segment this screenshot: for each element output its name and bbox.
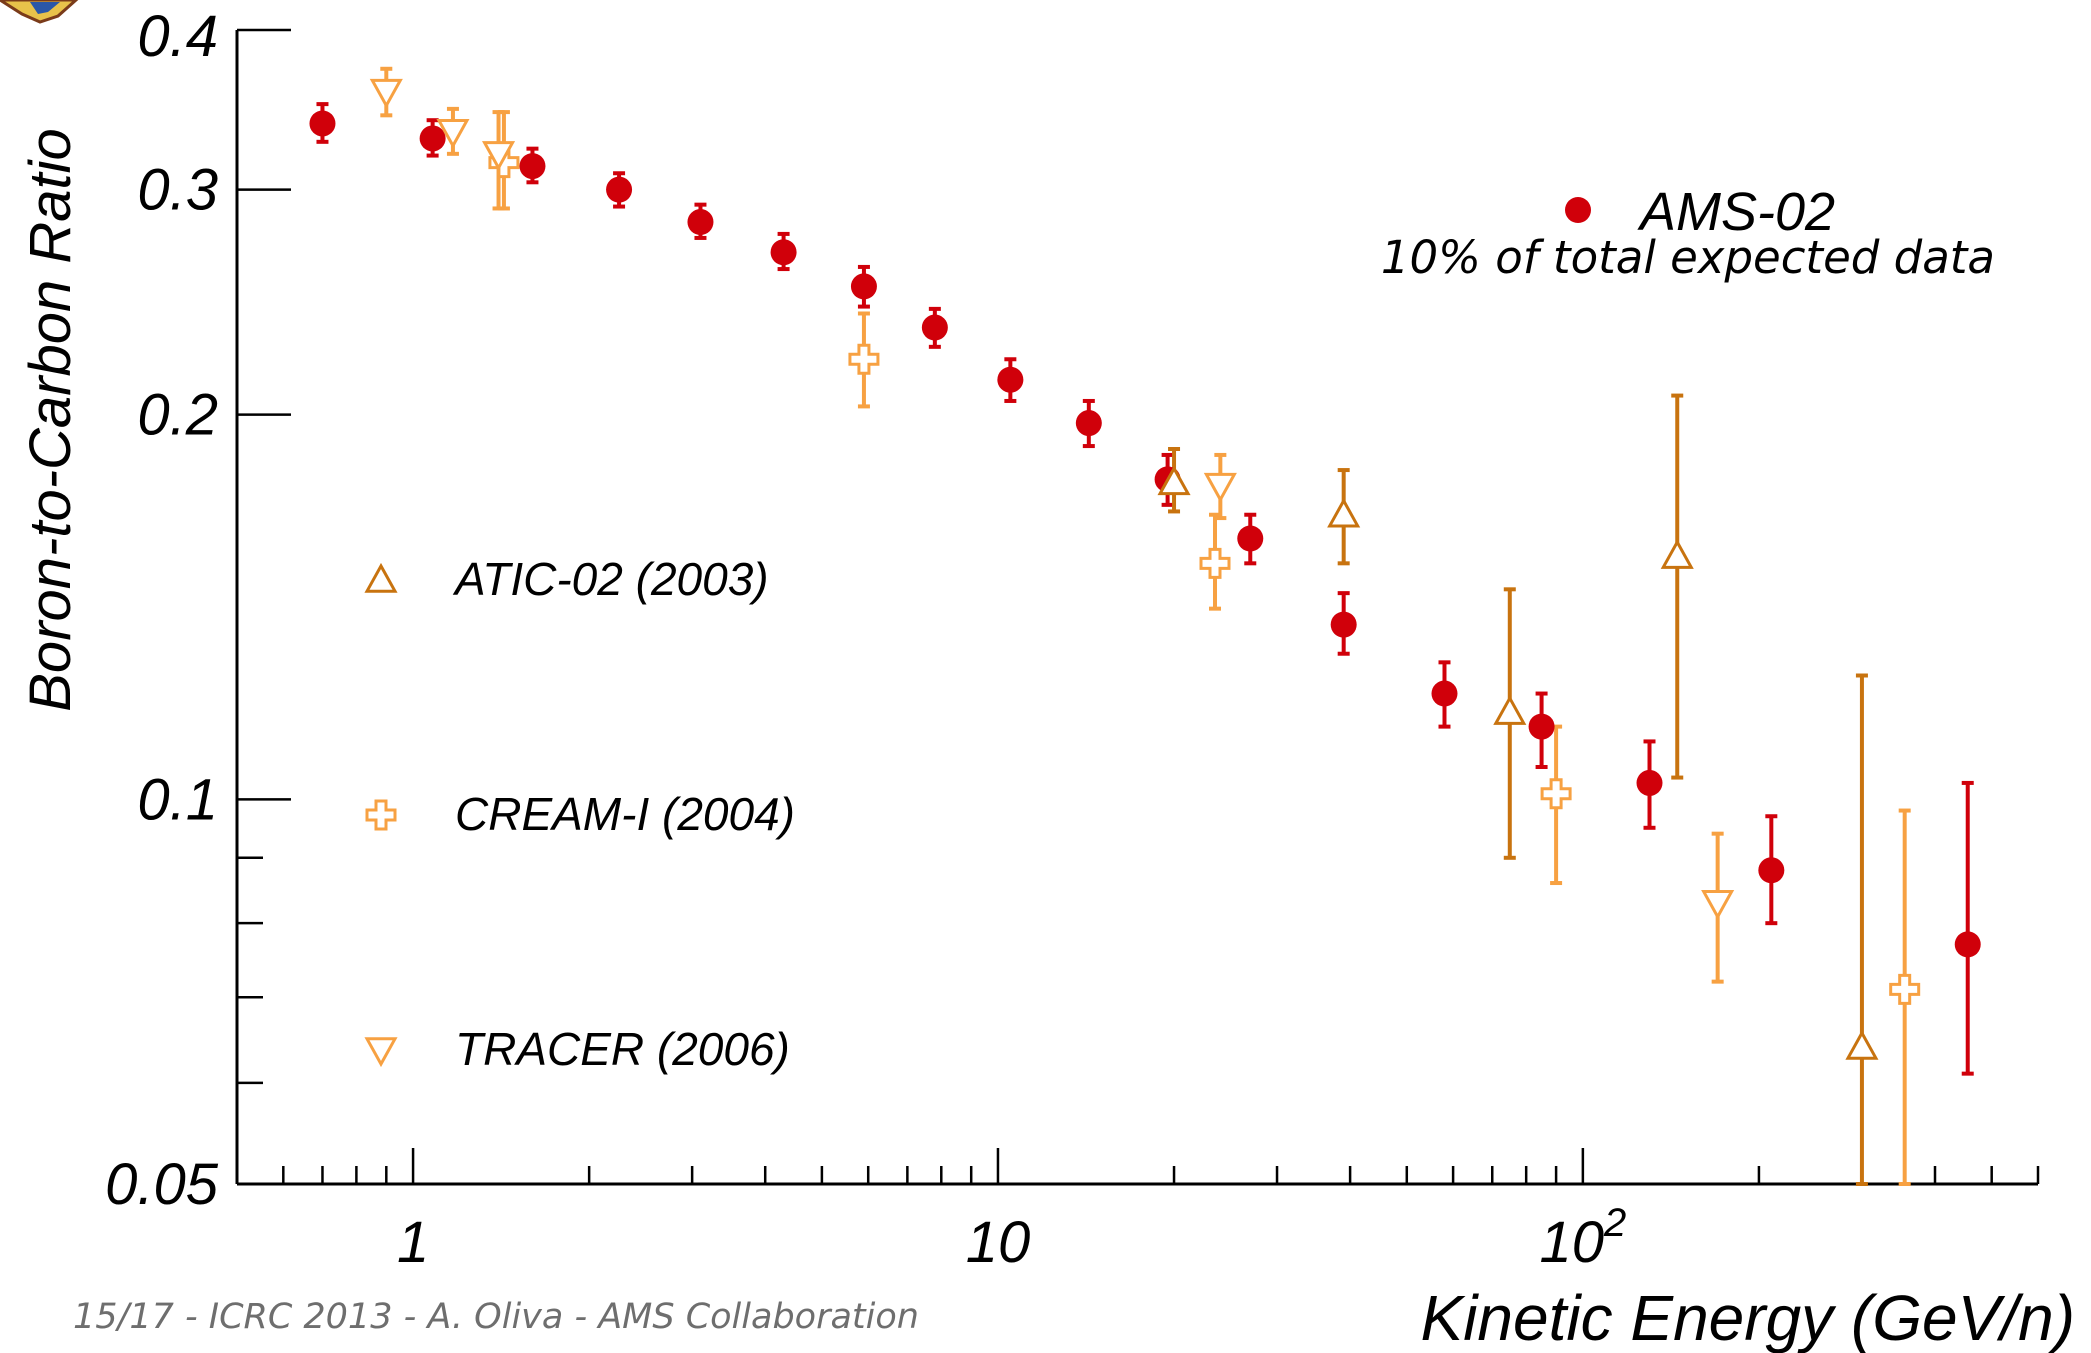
- tracer-2006-point: [369, 78, 403, 109]
- tracer-2006-point: [1203, 472, 1237, 503]
- y-tick-label: 0.2: [137, 383, 218, 448]
- ams-02-point: [1075, 410, 1102, 437]
- atic-02-2003-point: [1660, 539, 1694, 569]
- atic-02-2003-point: [1157, 465, 1191, 496]
- ams-02-point: [1954, 931, 1981, 958]
- axes: [235, 30, 2038, 1186]
- cream-i-2004-point: [1199, 547, 1231, 579]
- atic-02-2003-point: [1845, 1029, 1879, 1060]
- ams-02-point: [997, 366, 1024, 393]
- data-markers: [309, 78, 1981, 1060]
- legend-label-atic-02-2003: ATIC-02 (2003): [452, 553, 769, 605]
- tracer-2006-point: [436, 119, 470, 149]
- y-tick-label: 0.1: [137, 767, 218, 832]
- legend-marker-atic-02-2003: [364, 562, 398, 593]
- ams-02-point: [1330, 611, 1357, 638]
- ams-02-point: [850, 273, 877, 300]
- cream-i-2004-point: [1889, 973, 1921, 1005]
- cream-i-2004-point: [1540, 778, 1572, 810]
- x-tick-label: 102: [1539, 1201, 1626, 1275]
- footer-text: 15/17 - ICRC 2013 - A. Oliva - AMS Colla…: [73, 1297, 919, 1337]
- x-tick-labels: 1 10 102: [397, 1201, 1626, 1275]
- y-ticks: [237, 28, 291, 1186]
- ams-02-point: [419, 125, 446, 152]
- x-tick-label: 1: [397, 1210, 429, 1275]
- ams-02-point: [1758, 857, 1785, 884]
- annotation-text: 10% of total expected data: [1381, 231, 1995, 284]
- ams-02-point: [1528, 713, 1555, 740]
- legend-label-tracer-2006: TRACER (2006): [455, 1023, 790, 1075]
- y-axis-title: Boron-to-Carbon Ratio: [18, 128, 83, 712]
- ams-02-point: [770, 239, 797, 266]
- atic-02-2003-point: [1493, 695, 1527, 725]
- legend-marker-ams-02: [1565, 197, 1591, 223]
- ams-02-point: [687, 209, 714, 236]
- y-tick-label: 0.3: [137, 158, 218, 223]
- ams-02-point: [309, 110, 336, 137]
- legend: AMS-02 ATIC-02 (2003) CREAM-I (2004) TRACER…: [364, 182, 1835, 1075]
- legend-marker-tracer-2006: [364, 1037, 398, 1068]
- x-tick-label: 10: [966, 1210, 1031, 1275]
- cream-i-2004-point: [848, 343, 880, 375]
- ams-02-point: [921, 314, 948, 341]
- y-tick-label: 0.4: [137, 4, 218, 69]
- atic-02-2003-point: [1327, 497, 1361, 528]
- y-tick-label: 0.05: [105, 1152, 219, 1217]
- legend-label-cream-i-2004: CREAM-I (2004): [455, 788, 795, 840]
- x-ticks: [235, 1148, 2040, 1184]
- ams-02-point: [519, 153, 546, 180]
- ams-02-point: [606, 176, 633, 203]
- cream-i-2004-point: [488, 147, 520, 179]
- ams-02-point: [1237, 525, 1264, 552]
- ams-02-point: [1636, 769, 1663, 796]
- tracer-2006-point: [481, 141, 516, 171]
- ams-02-point: [1431, 680, 1458, 707]
- logo-fragment: [0, 0, 79, 24]
- tracer-2006-point: [1701, 890, 1735, 920]
- x-axis-title: Kinetic Energy (GeV/n): [1421, 1282, 2076, 1353]
- legend-label-ams-02: AMS-02: [1637, 182, 1835, 242]
- y-tick-labels: 0.1 0.2 0.3 0.4 0.05: [105, 4, 219, 1217]
- legend-marker-cream-i-2004: [365, 799, 397, 831]
